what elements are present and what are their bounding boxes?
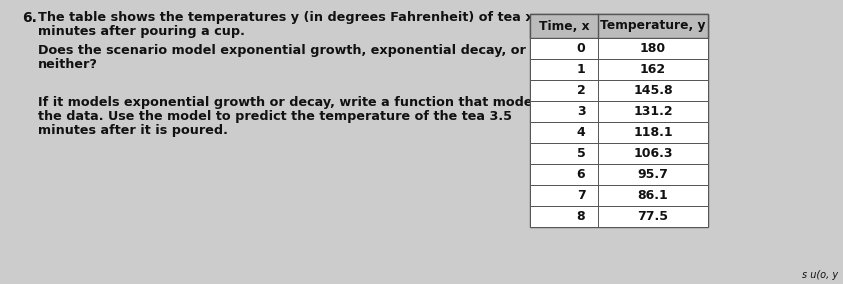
Text: Temperature, y: Temperature, y: [600, 20, 706, 32]
Bar: [530, 80, 708, 101]
Text: s u(o, y: s u(o, y: [802, 270, 838, 280]
Text: If it models exponential growth or decay, write a function that models: If it models exponential growth or decay…: [38, 96, 545, 109]
Text: 162: 162: [640, 63, 666, 76]
Bar: [530, 143, 708, 164]
Text: 145.8: 145.8: [633, 84, 673, 97]
Bar: [530, 164, 708, 185]
Text: 6.: 6.: [22, 11, 37, 25]
Text: 4: 4: [577, 126, 585, 139]
Text: 131.2: 131.2: [633, 105, 673, 118]
Text: 180: 180: [640, 42, 666, 55]
Text: 1: 1: [577, 63, 585, 76]
Bar: [530, 38, 708, 59]
Bar: [530, 206, 708, 227]
Text: Does the scenario model exponential growth, exponential decay, or: Does the scenario model exponential grow…: [38, 44, 526, 57]
Text: 77.5: 77.5: [637, 210, 668, 223]
Text: the data. Use the model to predict the temperature of the tea 3.5: the data. Use the model to predict the t…: [38, 110, 512, 123]
Bar: [530, 122, 708, 143]
Text: minutes after it is poured.: minutes after it is poured.: [38, 124, 228, 137]
Text: 5: 5: [577, 147, 585, 160]
Text: 86.1: 86.1: [637, 189, 668, 202]
Text: 3: 3: [577, 105, 585, 118]
Text: neither?: neither?: [38, 58, 98, 71]
Bar: [530, 185, 708, 206]
Text: 2: 2: [577, 84, 585, 97]
Bar: [530, 14, 708, 38]
Text: 118.1: 118.1: [633, 126, 673, 139]
Bar: [530, 59, 708, 80]
Text: The table shows the temperatures y (in degrees Fahrenheit) of tea x: The table shows the temperatures y (in d…: [38, 11, 534, 24]
Bar: [530, 101, 708, 122]
Text: 7: 7: [577, 189, 585, 202]
Text: 6: 6: [577, 168, 585, 181]
Text: 106.3: 106.3: [633, 147, 673, 160]
Text: 8: 8: [577, 210, 585, 223]
Text: 95.7: 95.7: [637, 168, 668, 181]
Text: 0: 0: [577, 42, 585, 55]
Text: Time, x: Time, x: [539, 20, 589, 32]
Text: minutes after pouring a cup.: minutes after pouring a cup.: [38, 25, 244, 38]
Bar: [530, 14, 708, 227]
